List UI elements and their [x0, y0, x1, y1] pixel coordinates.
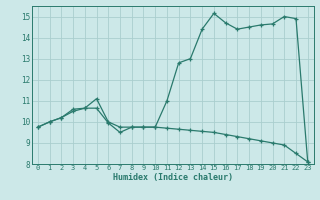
X-axis label: Humidex (Indice chaleur): Humidex (Indice chaleur) — [113, 173, 233, 182]
